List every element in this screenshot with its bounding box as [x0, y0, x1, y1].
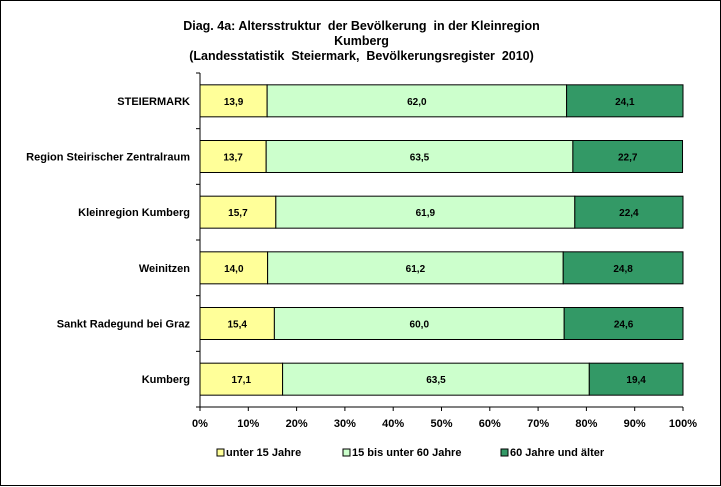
x-tick-label: 0%	[192, 418, 208, 430]
data-label: 63,5	[426, 375, 446, 386]
data-label: 24,8	[613, 264, 633, 275]
data-label: 24,6	[614, 320, 634, 331]
bar-segment	[199, 307, 275, 340]
x-tick-label: 60%	[479, 418, 501, 430]
bar-segment	[199, 84, 268, 118]
bar-segment	[199, 195, 277, 229]
x-tick-label: 40%	[382, 418, 404, 430]
x-tick-label: 70%	[527, 418, 549, 430]
chart-title-line: Kumberg	[334, 34, 389, 48]
chart-title: Diag. 4a: Altersstruktur der Bevölkerung…	[1, 19, 721, 64]
x-tick-label: 20%	[286, 418, 308, 430]
category-label: Sankt Radegund bei Graz	[57, 319, 191, 331]
bar-segment	[588, 362, 684, 396]
data-label: 13,9	[224, 97, 244, 108]
data-label: 13,7	[223, 153, 243, 164]
data-label: 61,9	[416, 208, 436, 219]
category-label: STEIERMARK	[117, 96, 190, 108]
data-label: 61,2	[406, 264, 426, 275]
x-tick-label: 90%	[624, 418, 646, 430]
category-label: Region Steirischer Zentralraum	[26, 152, 190, 164]
bar-segment	[574, 195, 684, 229]
legend-label: 60 Jahre und älter	[510, 447, 605, 459]
data-label: 19,4	[626, 375, 646, 386]
data-label: 22,7	[618, 153, 638, 164]
category-label: Kleinregion Kumberg	[78, 207, 190, 219]
legend-swatch	[500, 448, 509, 457]
data-label: 24,1	[615, 97, 635, 108]
bar-segment	[563, 307, 684, 340]
bar-segment	[266, 84, 568, 118]
bar-segment	[566, 84, 684, 118]
data-label: 62,0	[407, 97, 427, 108]
x-tick-label: 10%	[237, 418, 259, 430]
data-label: 15,7	[228, 208, 248, 219]
legend-label: unter 15 Jahre	[226, 447, 301, 459]
legend-swatch	[342, 448, 351, 457]
data-label: 63,5	[410, 153, 430, 164]
chart-title-line: (Landesstatistik Steiermark, Bevölkerung…	[189, 49, 534, 63]
legend-swatch	[216, 448, 225, 457]
x-tick-label: 50%	[430, 418, 452, 430]
chart-title-line: Diag. 4a: Altersstruktur der Bevölkerung…	[183, 19, 540, 33]
data-label: 22,4	[619, 208, 639, 219]
data-label: 15,4	[227, 320, 247, 331]
legend-label: 15 bis unter 60 Jahre	[352, 447, 461, 459]
bar-segment	[562, 251, 684, 285]
x-tick-label: 80%	[575, 418, 597, 430]
bar-segment	[572, 140, 684, 173]
category-label: Kumberg	[142, 374, 190, 386]
data-label: 14,0	[224, 264, 244, 275]
bar-segment	[265, 140, 574, 173]
data-label: 60,0	[410, 320, 430, 331]
category-label: Weinitzen	[139, 263, 190, 275]
x-tick-label: 30%	[334, 418, 356, 430]
bar-segment	[199, 251, 269, 285]
x-tick-label: 100%	[669, 418, 697, 430]
data-label: 17,1	[232, 375, 252, 386]
